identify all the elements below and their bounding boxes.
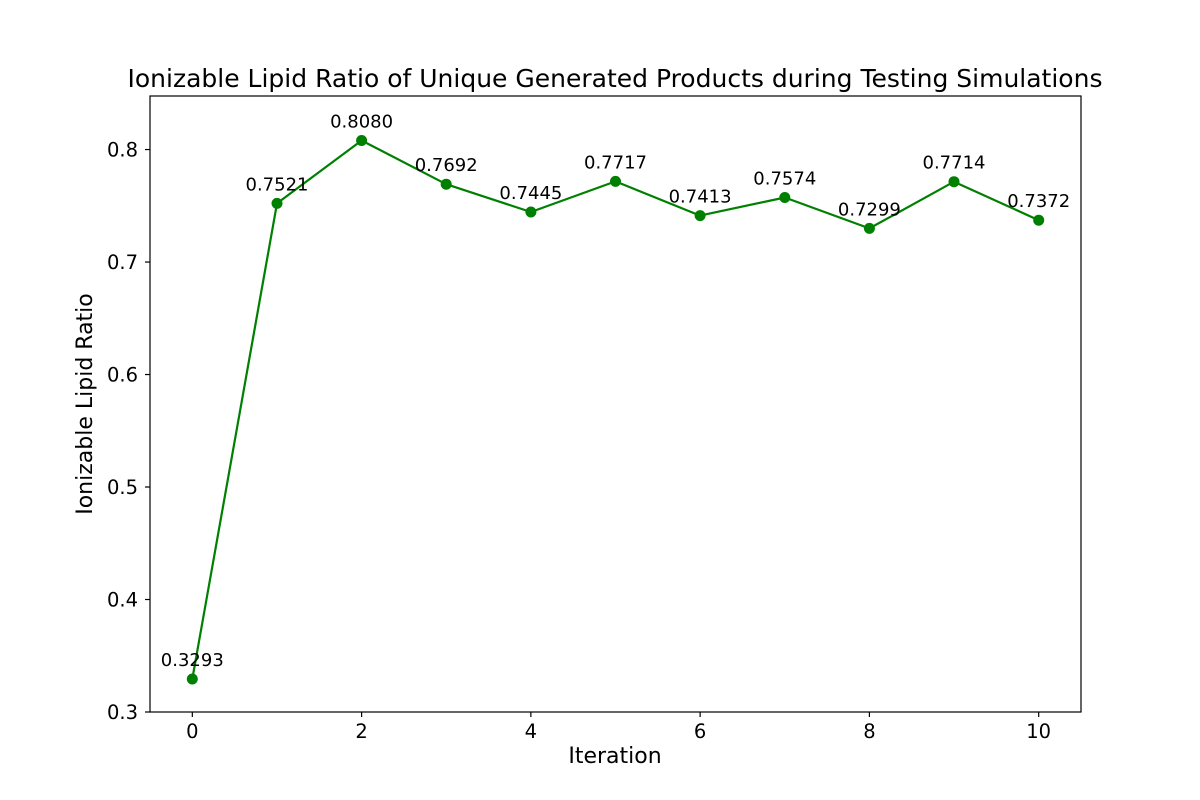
x-tick-label: 2	[355, 720, 367, 743]
data-point-marker	[948, 176, 960, 188]
point-value-label: 0.7714	[923, 153, 986, 174]
data-point-marker	[1033, 214, 1045, 226]
point-value-label: 0.3293	[161, 650, 224, 671]
point-value-label: 0.7299	[838, 199, 901, 220]
x-tick-label: 6	[694, 720, 706, 743]
x-tick-label: 4	[525, 720, 537, 743]
point-labels: 0.3293 0.7521 0.8080 0.7692 0.7445 0.7717 0.74…	[161, 112, 1070, 672]
y-tick-label: 0.5	[107, 476, 138, 499]
data-point-marker	[779, 192, 791, 203]
data-series	[186, 135, 1045, 685]
x-tick-label: 8	[863, 720, 875, 743]
x-axis: 0 2 4 6 8 10	[186, 712, 1051, 743]
y-tick-label: 0.4	[107, 589, 138, 612]
y-axis: 0.3 0.4 0.5 0.6 0.7 0.8	[107, 139, 150, 724]
data-point-marker	[694, 210, 706, 222]
data-point-marker	[525, 206, 537, 218]
x-axis-label: Iteration	[568, 744, 661, 769]
y-tick-label: 0.3	[107, 701, 138, 724]
data-point-marker	[863, 222, 875, 234]
data-point-marker	[271, 197, 283, 209]
x-tick-label: 0	[186, 720, 198, 743]
data-point-marker	[610, 175, 621, 187]
point-value-label: 0.7445	[499, 183, 562, 204]
point-value-label: 0.7521	[246, 174, 309, 195]
plot-area	[149, 95, 1082, 713]
point-value-label: 0.7372	[1007, 191, 1070, 212]
point-value-label: 0.7717	[584, 152, 647, 173]
data-point-marker	[186, 673, 198, 685]
x-tick-label: 10	[1026, 720, 1051, 743]
y-tick-label: 0.6	[107, 364, 138, 387]
y-tick-label: 0.7	[107, 251, 138, 274]
point-value-label: 0.7692	[415, 155, 478, 176]
point-value-label: 0.7413	[669, 187, 732, 208]
data-point-marker	[440, 178, 452, 190]
point-value-label: 0.7574	[753, 169, 816, 190]
y-tick-label: 0.8	[107, 139, 138, 162]
data-point-marker	[356, 135, 368, 146]
chart-title: Ionizable Lipid Ratio of Unique Generate…	[128, 64, 1103, 93]
y-axis-label: Ionizable Lipid Ratio	[73, 293, 98, 515]
point-value-label: 0.8080	[330, 112, 393, 133]
